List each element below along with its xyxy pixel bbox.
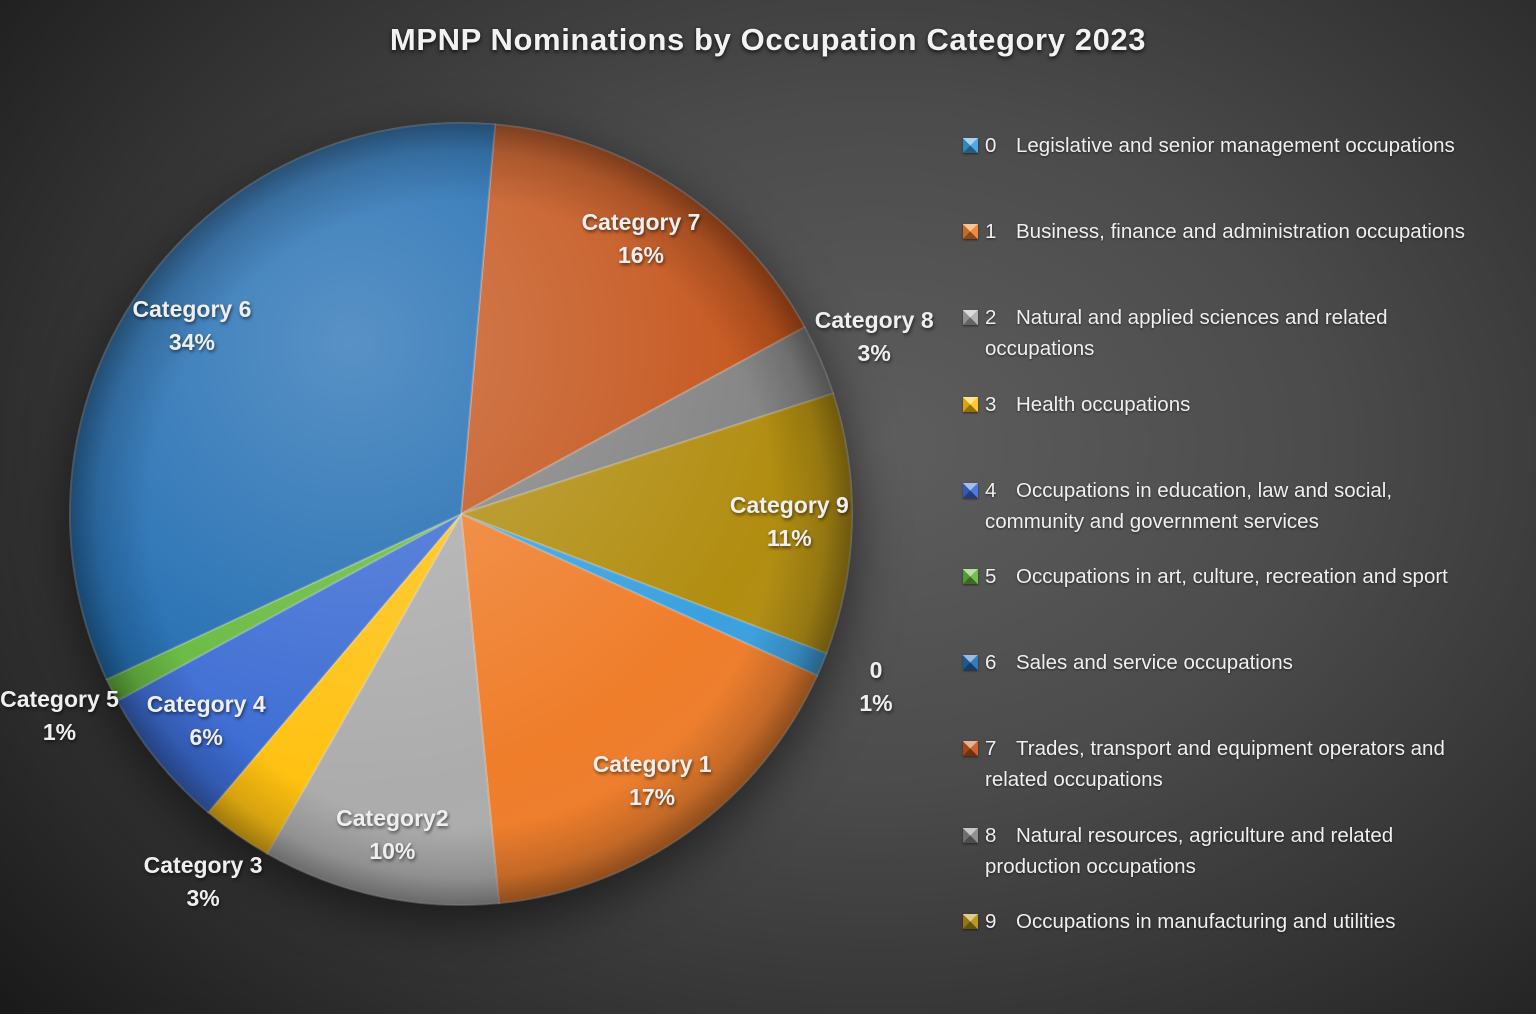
legend-marker-3 bbox=[963, 396, 978, 412]
legend-item-9: 9 Occupations in manufacturing and utilit… bbox=[963, 906, 1523, 937]
legend-label-9: 9 Occupations in manufacturing and utilit… bbox=[985, 909, 1396, 933]
legend-label-7: 7 Trades, transport and equipment operato… bbox=[985, 737, 1445, 792]
legend-label-1: 1 Business, finance and administration oc… bbox=[985, 220, 1465, 244]
legend-item-3: 3 Health occupations bbox=[963, 389, 1523, 420]
legend-label-2: 2 Natural and applied sciences and relate… bbox=[985, 306, 1388, 361]
legend-marker-8 bbox=[963, 827, 978, 843]
legend-item-5: 5 Occupations in art, culture, recreation… bbox=[963, 561, 1523, 592]
legend-label-6: 6 Sales and service occupations bbox=[985, 651, 1293, 675]
legend-marker-2 bbox=[963, 310, 978, 326]
legend-item-4: 4 Occupations in education, law and socia… bbox=[963, 475, 1523, 537]
chart-legend: 0 Legislative and senior management occup… bbox=[963, 0, 1523, 1014]
chart-title: MPNP Nominations by Occupation Category … bbox=[389, 22, 1147, 57]
legend-marker-5 bbox=[963, 569, 978, 584]
legend-marker-4 bbox=[963, 482, 978, 498]
legend-item-0: 0 Legislative and senior management occup… bbox=[963, 130, 1523, 161]
legend-item-7: 7 Trades, transport and equipment operato… bbox=[963, 733, 1523, 795]
pie-slices bbox=[69, 122, 853, 906]
legend-label-4: 4 Occupations in education, law and socia… bbox=[985, 478, 1393, 533]
legend-item-2: 2 Natural and applied sciences and relate… bbox=[963, 302, 1523, 364]
legend-label-5: 5 Occupations in art, culture, recreation… bbox=[985, 565, 1448, 588]
legend-item-6: 6 Sales and service occupations bbox=[963, 647, 1523, 678]
legend-item-8: 8 Natural resources, agriculture and rela… bbox=[963, 820, 1523, 882]
legend-label-8: 8 Natural resources, agriculture and rela… bbox=[985, 823, 1394, 878]
legend-marker-6 bbox=[963, 655, 978, 671]
legend-marker-0 bbox=[963, 138, 978, 153]
legend-marker-1 bbox=[963, 224, 978, 240]
legend-marker-7 bbox=[963, 741, 978, 757]
legend-item-1: 1 Business, finance and administration oc… bbox=[963, 216, 1523, 247]
legend-marker-9 bbox=[963, 913, 978, 929]
legend-label-0: 0 Legislative and senior management occup… bbox=[985, 134, 1455, 157]
legend-label-3: 3 Health occupations bbox=[985, 392, 1191, 416]
